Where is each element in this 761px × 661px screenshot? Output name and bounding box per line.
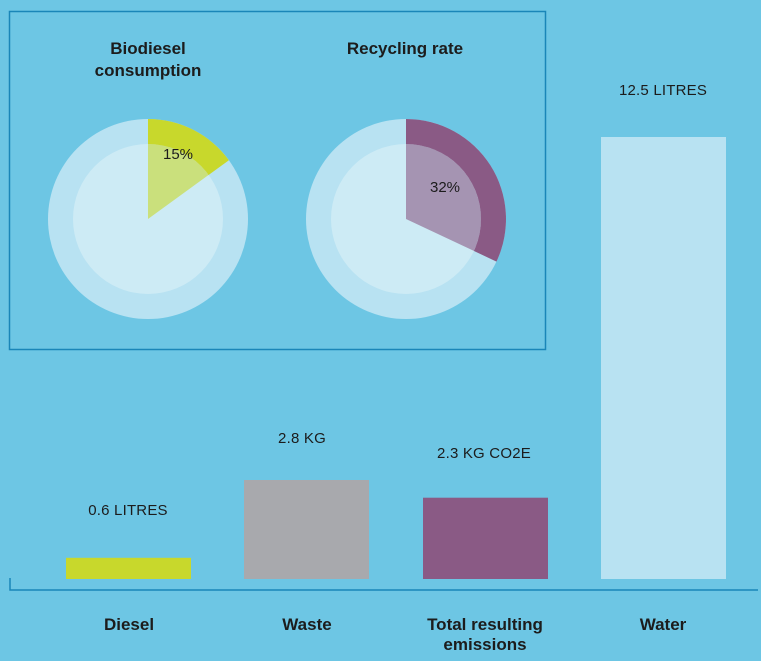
pie-frame (8, 10, 547, 351)
category-label-waste: Waste (282, 615, 332, 634)
category-label-emissions: Total resulting emissions (427, 615, 543, 654)
pie-value-biodiesel: 15% (163, 146, 194, 163)
bar-value-diesel: 0.6 LITRES (88, 502, 168, 519)
bar-value-waste: 2.8 KG (278, 430, 326, 447)
bar-emissions (423, 497, 548, 579)
category-label-diesel: Diesel (103, 615, 155, 634)
bar-diesel (66, 557, 191, 579)
bar-value-water: 12.5 LITRES (618, 82, 708, 99)
pie-title-biodiesel: Biodiesel consumption (94, 39, 202, 80)
bar-baseline (9, 578, 758, 591)
bar-value-emissions: 2.3 KG CO2E (437, 445, 531, 462)
pie-slice-inner-recycling (406, 144, 481, 251)
category-label-water: Water (639, 615, 687, 634)
pie-title-recycling: Recycling rate (346, 39, 464, 58)
pie-value-recycling: 32% (430, 179, 461, 196)
pie-slice-inner-biodiesel (148, 144, 209, 219)
bar-water (601, 137, 726, 579)
bar-waste (244, 480, 369, 579)
